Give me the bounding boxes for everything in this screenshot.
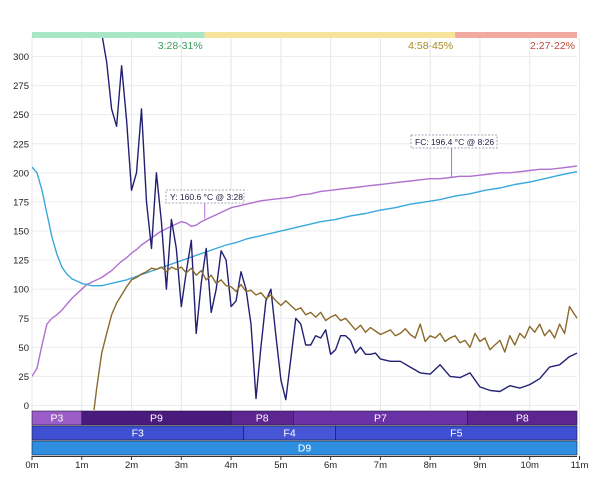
program-segment-label: P8 bbox=[516, 413, 529, 425]
phase-label: 2:27-22% bbox=[530, 40, 575, 52]
grid bbox=[31, 38, 580, 456]
x-tick-label: 3m bbox=[175, 460, 188, 471]
x-tick-label: 1m bbox=[75, 460, 88, 471]
y-tick-label: 250 bbox=[13, 110, 29, 121]
program-segment-label: P7 bbox=[374, 413, 387, 425]
y-tick-label: 50 bbox=[18, 343, 29, 354]
y-tick-label: 275 bbox=[13, 81, 29, 92]
y-tick-label: 200 bbox=[13, 168, 29, 179]
program-segment bbox=[335, 425, 578, 441]
x-tick-label: 8m bbox=[424, 460, 437, 471]
series-line bbox=[32, 165, 578, 377]
program-segment-label: P8 bbox=[256, 413, 269, 425]
y-tick-label: 25 bbox=[18, 372, 29, 383]
annotation-label: FC: 196.4 °C @ 8:26 bbox=[415, 137, 494, 147]
x-tick-label: 6m bbox=[324, 460, 337, 471]
series-line bbox=[101, 38, 578, 401]
x-tick-label: 2m bbox=[125, 460, 138, 471]
y-tick-label: 300 bbox=[13, 52, 29, 63]
annotation-box bbox=[165, 189, 245, 204]
phase-bar: 3:28-31%4:58-45%2:27-22% bbox=[32, 32, 577, 52]
y-tick-label: 125 bbox=[13, 256, 29, 267]
program-segment-label: F4 bbox=[283, 428, 295, 440]
annotation-label: Y: 160.6 °C @ 3:28 bbox=[170, 192, 243, 202]
x-tick-label: 0m bbox=[25, 460, 38, 471]
x-tick-label: 11m bbox=[571, 460, 589, 471]
x-axis: 0m 1m 2m 3m 4m 5m 6m 7m 8m 9m 10m 11m bbox=[25, 456, 588, 471]
phase-segment bbox=[455, 32, 577, 38]
x-tick-label: 10m bbox=[520, 460, 539, 471]
series-lines bbox=[32, 38, 578, 410]
phase-label: 3:28-31% bbox=[158, 40, 203, 52]
x-tick-label: 7m bbox=[374, 460, 387, 471]
x-tick-label: 4m bbox=[224, 460, 237, 471]
program-segment-label: F5 bbox=[450, 428, 462, 440]
y-tick-label: 225 bbox=[13, 139, 29, 150]
program-segment-label: P9 bbox=[150, 413, 163, 425]
program-segment bbox=[467, 410, 578, 426]
program-rows: P3 P9 P8 P7 P8 F3 F4 F5 D9 bbox=[31, 410, 578, 456]
program-segment-label: D9 bbox=[298, 443, 312, 455]
program-segment-label: P3 bbox=[50, 413, 63, 425]
phase-segment bbox=[32, 32, 205, 38]
y-tick-label: 0 bbox=[24, 401, 29, 412]
x-tick-label: 9m bbox=[473, 460, 486, 471]
y-tick-label: 150 bbox=[13, 227, 29, 238]
y-tick-label: 100 bbox=[13, 285, 29, 296]
program-segment bbox=[31, 440, 578, 456]
program-segment-label: F3 bbox=[132, 428, 144, 440]
y-tick-label: 175 bbox=[13, 197, 29, 208]
x-tick-label: 5m bbox=[274, 460, 287, 471]
y-axis: 0 25 50 75 100 125 150 175 200 225 250 275 300 bbox=[13, 52, 29, 412]
annotations: Y: 160.6 °C @ 3:28 FC: 196.4 °C @ 8:26 bbox=[165, 134, 498, 219]
annotation-box bbox=[410, 134, 498, 149]
series-line bbox=[32, 166, 578, 287]
series-line bbox=[93, 266, 578, 410]
y-tick-label: 75 bbox=[18, 314, 29, 325]
phase-segment bbox=[204, 32, 456, 38]
